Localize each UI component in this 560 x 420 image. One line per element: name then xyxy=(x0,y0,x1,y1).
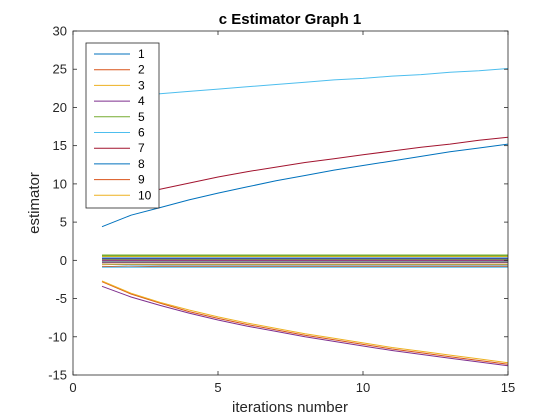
series-line-6 xyxy=(101,68,509,102)
y-tick-label: 5 xyxy=(60,215,67,230)
legend-label-4: 4 xyxy=(138,94,145,108)
y-tick-label: 10 xyxy=(53,176,67,191)
legend-label-9: 9 xyxy=(138,173,145,187)
y-axis-label: estimator xyxy=(26,172,43,234)
legend-label-7: 7 xyxy=(138,141,145,155)
series-line-1 xyxy=(101,143,509,228)
legend-label-5: 5 xyxy=(138,110,145,124)
legend-label-1: 1 xyxy=(138,47,145,61)
series-line-3 xyxy=(101,280,509,364)
legend-label-10: 10 xyxy=(138,188,152,202)
axes-box xyxy=(72,30,509,376)
y-tick-label: -15 xyxy=(48,368,67,383)
x-tick-label: 15 xyxy=(501,380,515,395)
legend-label-2: 2 xyxy=(138,63,145,77)
x-tick-label: 10 xyxy=(356,380,370,395)
y-tick-label: 30 xyxy=(53,24,67,39)
y-tick-label: -5 xyxy=(55,291,67,306)
series-line-8 xyxy=(101,263,508,266)
series-line-2 xyxy=(101,281,509,365)
series-line-4 xyxy=(101,285,509,367)
x-tick-label: 5 xyxy=(214,380,221,395)
legend-box xyxy=(85,42,160,209)
series-lines xyxy=(101,68,509,367)
y-tick-label: 0 xyxy=(60,253,67,268)
legend-label-6: 6 xyxy=(138,126,145,140)
y-tick-label: 15 xyxy=(53,138,67,153)
legend-label-3: 3 xyxy=(138,78,145,92)
x-axis-label: iterations number xyxy=(232,399,348,416)
series-line-7 xyxy=(101,136,509,208)
y-tick-label: -10 xyxy=(48,329,67,344)
legend-label-8: 8 xyxy=(138,157,145,171)
chart-title: c Estimator Graph 1 xyxy=(219,11,362,28)
y-tick-label: 20 xyxy=(53,100,67,115)
x-tick-label: 0 xyxy=(69,380,76,395)
y-tick-label: 25 xyxy=(53,62,67,77)
